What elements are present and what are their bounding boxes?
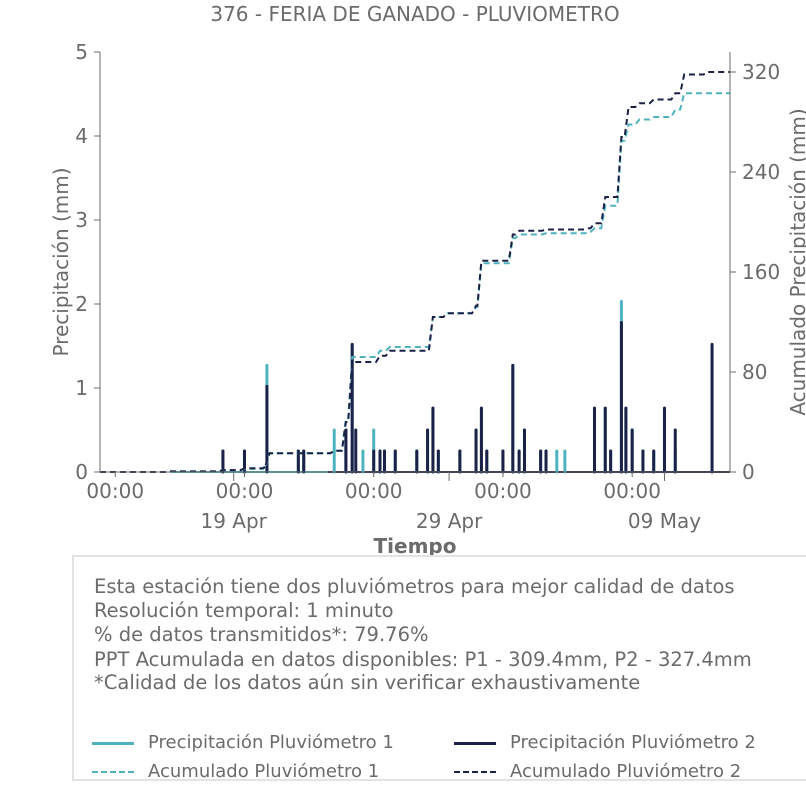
y-tick-label: 1 (75, 376, 88, 400)
y-tick-label: 4 (75, 124, 88, 148)
legend-label: Precipitación Pluviómetro 2 (510, 732, 756, 753)
info-line: *Calidad de los datos aún sin verificar … (94, 671, 641, 694)
y-tick-label: 5 (75, 40, 88, 64)
x-major-tick-label: 09 May (628, 509, 701, 533)
x-major-tick-label: 19 Apr (201, 509, 268, 533)
chart-title: 376 - FERIA DE GANADO - PLUVIOMETRO (210, 2, 619, 26)
y2-tick-label: 160 (742, 260, 780, 284)
y2-tick-label: 0 (742, 460, 755, 484)
x-minor-tick-label: 00:00 (474, 479, 532, 503)
info-line: Resolución temporal: 1 minuto (94, 599, 394, 622)
y-tick-label: 0 (75, 460, 88, 484)
legend-swatch-solid (92, 742, 134, 745)
y2-tick-label: 240 (742, 160, 780, 184)
legend-swatch-dashed (454, 771, 496, 773)
y2-tick-label: 320 (742, 60, 780, 84)
x-major-tick-label: 29 Apr (416, 509, 483, 533)
x-minor-tick-label: 00:00 (603, 479, 661, 503)
plot-area (100, 71, 730, 474)
rainfall-chart: 376 - FERIA DE GANADO - PLUVIOMETRO 0 1 2 3… (49, 2, 806, 558)
x-minor-tick-label: 00:00 (86, 479, 144, 503)
info-box: Esta estación tiene dos pluviómetros par… (72, 555, 806, 782)
cumulative-line (100, 71, 730, 473)
legend-label: Acumulado Pluviómetro 2 (510, 761, 742, 782)
x-axis-label: Tiempo (374, 534, 457, 558)
legend-label: Acumulado Pluviómetro 1 (148, 761, 380, 782)
x-minor-tick-label: 00:00 (216, 479, 274, 503)
legend-swatch-dashed (92, 771, 134, 773)
y-tick-label: 3 (75, 208, 88, 232)
info-line: PPT Acumulada en datos disponibles: P1 -… (94, 648, 752, 671)
y-tick-label: 2 (75, 292, 88, 316)
y-axis-label: Precipitación (mm) (49, 167, 73, 356)
x-minor-tick-label: 00:00 (345, 479, 403, 503)
legend-label: Precipitación Pluviómetro 1 (148, 732, 394, 753)
cumulative-line (100, 92, 730, 473)
y2-tick-label: 80 (742, 360, 767, 384)
axis-ticks: 0 1 2 3 4 5 0 80 160 240 320 00:00 00:00 00:00 00:00 00… (75, 40, 780, 533)
info-line: Esta estación tiene dos pluviómetros par… (94, 575, 735, 598)
legend-swatch-solid (454, 742, 496, 745)
info-line: % de datos transmitidos*: 79.76% (94, 623, 429, 646)
y2-axis-label: Acumulado Precipitación (mm) (786, 108, 806, 415)
